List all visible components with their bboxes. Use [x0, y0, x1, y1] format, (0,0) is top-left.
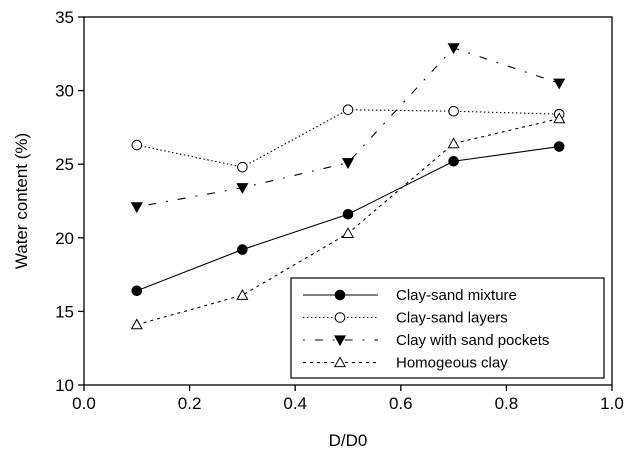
- data-point: [131, 285, 143, 297]
- series-3: [130, 43, 566, 214]
- data-point: [236, 183, 249, 194]
- data-point: [342, 208, 354, 220]
- x-axis-title: D/D0: [329, 431, 368, 450]
- legend-label: Clay-sand layers: [396, 310, 508, 327]
- data-point: [236, 288, 249, 300]
- legend-item: Clay-sand layers: [303, 310, 508, 327]
- series-1: [131, 141, 565, 297]
- x-tick-label: 0.0: [72, 394, 96, 413]
- y-tick-label: 25: [55, 155, 74, 174]
- data-point: [553, 141, 565, 152]
- y-tick-label: 20: [55, 229, 74, 248]
- data-point: [448, 155, 459, 167]
- y-tick-label: 35: [55, 8, 74, 27]
- x-tick-label: 0.2: [178, 394, 202, 413]
- data-point: [553, 78, 566, 90]
- legend-label: Homogeous clay: [396, 355, 508, 372]
- x-tick-label: 1.0: [600, 394, 624, 413]
- data-point: [130, 318, 143, 330]
- legend: Clay-sand mixture Clay-sand layers Clay wi…: [290, 277, 605, 379]
- data-point: [342, 104, 354, 116]
- plot-frame: [83, 16, 613, 386]
- data-point: [447, 137, 460, 149]
- data-point: [341, 227, 355, 239]
- series-line: [136, 47, 560, 208]
- series-layer: [130, 43, 566, 330]
- x-tick-label: 0.4: [283, 394, 307, 413]
- y-tick-label: 15: [55, 302, 74, 321]
- legend-marker: [333, 335, 347, 347]
- x-tick-label: 0.8: [495, 394, 519, 413]
- legend-item: Clay-sand mixture: [303, 287, 517, 304]
- data-point: [553, 112, 566, 124]
- legend-item: Homogeous clay: [303, 355, 508, 372]
- y-tick-label: 10: [55, 376, 74, 395]
- data-point: [237, 244, 248, 255]
- data-point: [447, 43, 460, 55]
- y-axis-title: Water content (%): [12, 133, 31, 269]
- data-point: [130, 202, 143, 214]
- axes: 0.0 0.2 0.4 0.6 0.8 1.0 10 15 20 25 30 35 D/D0 Water …: [12, 8, 624, 450]
- data-point: [341, 158, 355, 169]
- data-point: [448, 105, 459, 117]
- x-tick-label: 0.6: [389, 394, 413, 413]
- legend-label: Clay with sand pockets: [396, 332, 549, 349]
- series-4: [130, 112, 566, 330]
- legend-marker: [334, 289, 346, 301]
- legend-item: Clay with sand pockets: [303, 332, 549, 349]
- legend-marker: [334, 312, 346, 323]
- data-point: [131, 139, 143, 151]
- legend-label: Clay-sand mixture: [396, 287, 517, 304]
- legend-marker: [333, 356, 347, 368]
- y-tick-label: 30: [55, 82, 74, 101]
- data-point: [237, 161, 248, 173]
